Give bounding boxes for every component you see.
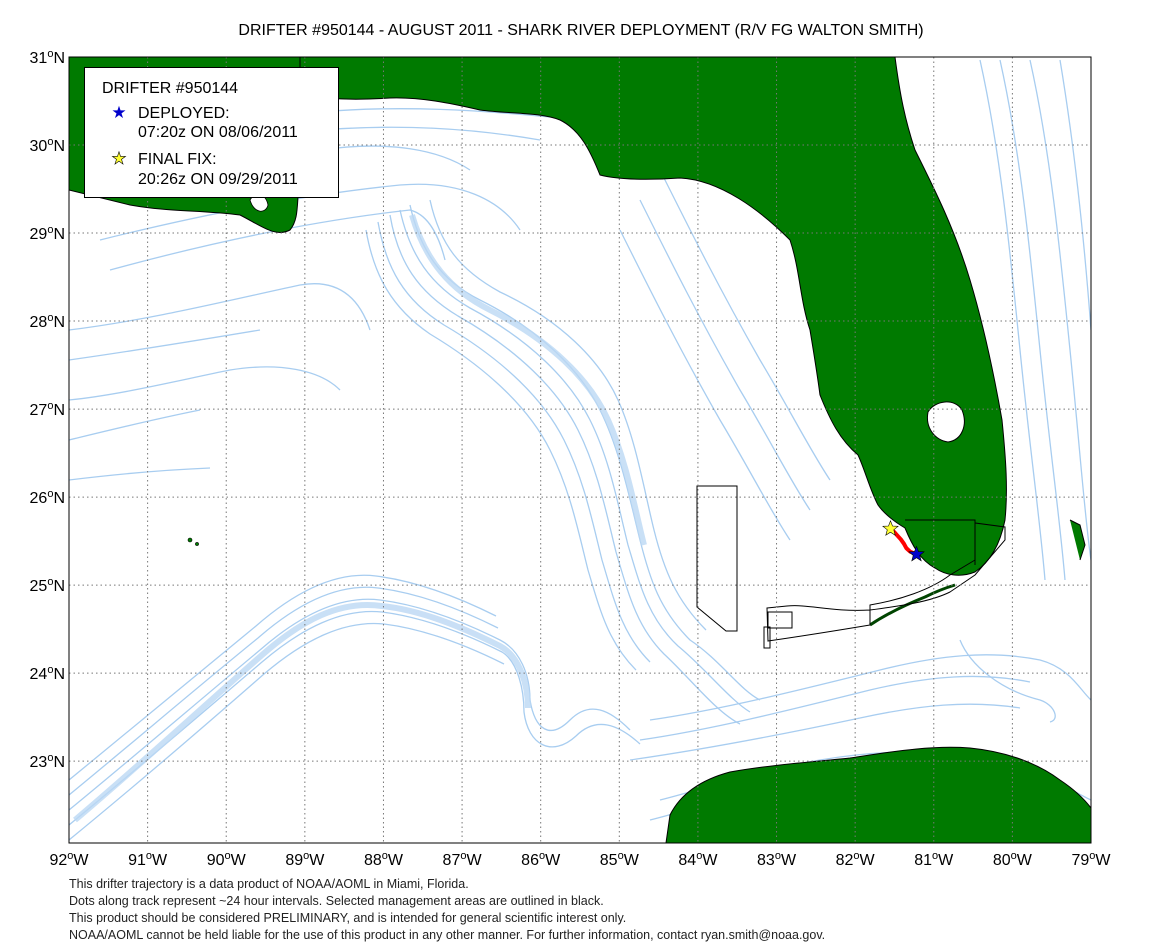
lat-tick-label: 30oN: [30, 136, 65, 155]
lon-tick-label: 84oW: [678, 850, 718, 869]
lat-tick-label: 28oN: [30, 312, 65, 331]
cuba-land: [665, 746, 1091, 843]
florida-land: [299, 57, 1007, 576]
everglades-boundary: [905, 519, 976, 565]
legend-title: DRIFTER #950144: [102, 80, 239, 97]
lake-okeechobee: [926, 401, 965, 443]
drifter-track: [889, 527, 918, 557]
tortugas-ecological-reserve: [696, 485, 738, 632]
lon-tick-label: 91oW: [128, 850, 168, 869]
lon-tick-label: 80oW: [993, 850, 1033, 869]
final-fix-star-marker: [882, 519, 899, 536]
management-areas: [696, 485, 1006, 649]
lat-tick-label: 26oN: [30, 488, 65, 507]
tortugas-north-box: [767, 611, 793, 629]
lon-tick-label: 83oW: [757, 850, 797, 869]
legend-final-time: 20:26z ON 09/29/2011: [138, 171, 298, 188]
map-frame: [68, 56, 1092, 844]
lon-tick-label: 85oW: [600, 850, 640, 869]
reef-dot: [187, 537, 193, 543]
footer-line: This product should be considered PRELIM…: [69, 911, 627, 925]
legend-final-label: FINAL FIX:: [138, 151, 217, 168]
legend-deployed-time: 07:20z ON 08/06/2011: [138, 124, 298, 141]
reef-dot: [195, 542, 199, 546]
longitude-tick-labels: 92oW 91oW 90oW 89oW 88oW 87oW 86oW 85oW 84oW 83oW…: [49, 850, 1111, 869]
latitude-tick-labels: 31oN 30oN 29oN 28oN 27oN 26oN 25oN 24oN 23oN: [30, 48, 65, 771]
lon-tick-label: 92oW: [49, 850, 89, 869]
footer-line: Dots along track represent ~24 hour inte…: [69, 894, 604, 908]
legend-row-final: ★ FINAL FIX:: [110, 149, 217, 169]
lon-tick-label: 81oW: [914, 850, 954, 869]
lat-tick-label: 23oN: [30, 752, 65, 771]
lat-tick-label: 31oN: [30, 48, 65, 67]
yellow-star-icon: ★: [111, 149, 127, 168]
lon-tick-label: 79oW: [1071, 850, 1111, 869]
lon-tick-label: 87oW: [443, 850, 483, 869]
blue-star-icon: ★: [111, 103, 127, 122]
map-title: DRIFTER #950144 - AUGUST 2011 - SHARK RI…: [238, 22, 924, 39]
lat-tick-label: 29oN: [30, 224, 65, 243]
lat-tick-label: 25oN: [30, 576, 65, 595]
legend-box: DRIFTER #950144 ★ DEPLOYED: 07:20z ON 08/…: [84, 67, 339, 198]
graticule: [69, 57, 1091, 843]
footer-line: NOAA/AOML cannot be held liable for the …: [69, 928, 826, 942]
footer-line: This drifter trajectory is a data produc…: [69, 877, 469, 891]
lon-tick-label: 90oW: [207, 850, 247, 869]
lon-tick-label: 82oW: [836, 850, 876, 869]
bahamas-land: [1069, 519, 1086, 561]
lon-tick-label: 89oW: [285, 850, 325, 869]
lat-tick-label: 27oN: [30, 400, 65, 419]
lon-tick-label: 86oW: [521, 850, 561, 869]
lon-tick-label: 88oW: [364, 850, 404, 869]
legend-deployed-label: DEPLOYED:: [138, 105, 230, 122]
campeche-slope-band: [73, 214, 647, 823]
legend-row-deployed: ★ DEPLOYED:: [110, 103, 230, 123]
lat-tick-label: 24oN: [30, 664, 65, 683]
footer-notes: This drifter trajectory is a data produc…: [69, 876, 825, 944]
deployed-star-marker: [908, 545, 925, 562]
florida-keys: [869, 583, 956, 627]
